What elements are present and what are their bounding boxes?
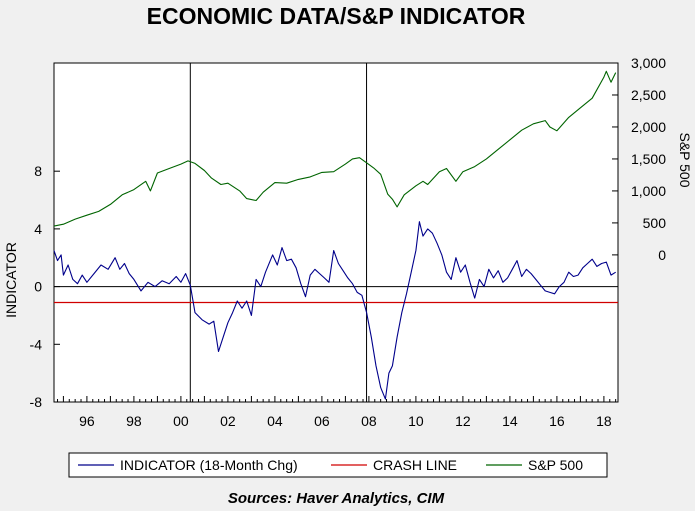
left-tick-label: -8 [30, 394, 43, 410]
right-tick-label: 2,000 [631, 119, 666, 135]
x-tick-label: 04 [267, 413, 283, 429]
x-tick-label: 14 [502, 413, 518, 429]
x-tick-label: 96 [79, 413, 95, 429]
reference-lines [54, 63, 618, 402]
right-tick-label: 2,500 [631, 87, 666, 103]
right-tick-label: 1,500 [631, 151, 666, 167]
right-tick-label: 3,000 [631, 55, 666, 71]
series-line-indicator [53, 221, 616, 400]
left-axis-label: INDICATOR [3, 242, 19, 318]
source-note: Sources: Haver Analytics, CIM [228, 490, 445, 507]
series-line-sp500 [53, 70, 617, 227]
legend: INDICATOR (18-Month Chg) CRASH LINE S&P 50… [68, 452, 608, 478]
left-axis-ticks: 8 4 0 -4 -8 [30, 163, 60, 410]
legend-label: INDICATOR (18-Month Chg) [120, 457, 298, 473]
plot-area [53, 62, 619, 403]
right-axis-ticks: 3,000 2,500 2,000 1,500 1,000 500 0 [612, 55, 666, 263]
x-tick-label: 18 [596, 413, 612, 429]
right-tick-label: 500 [643, 215, 667, 231]
x-tick-label: 12 [455, 413, 471, 429]
left-tick-label: -4 [30, 336, 43, 352]
x-tick-label: 00 [173, 413, 189, 429]
legend-label: CRASH LINE [373, 457, 457, 473]
left-tick-label: 0 [34, 279, 42, 295]
right-tick-label: 0 [658, 247, 666, 263]
left-tick-label: 4 [34, 221, 42, 237]
x-tick-label: 06 [314, 413, 330, 429]
right-tick-label: 1,000 [631, 183, 666, 199]
series-layer [53, 70, 617, 400]
x-tick-label: 08 [361, 413, 377, 429]
x-tick-label: 16 [549, 413, 565, 429]
x-axis-ticks: 96 98 00 02 04 06 08 10 12 14 16 18 [57, 396, 617, 429]
x-tick-label: 10 [408, 413, 424, 429]
left-tick-label: 8 [34, 163, 42, 179]
chart-title: ECONOMIC DATA/S&P INDICATOR [147, 3, 526, 29]
x-tick-label: 98 [126, 413, 142, 429]
legend-label: S&P 500 [528, 457, 583, 473]
x-tick-label: 02 [220, 413, 236, 429]
right-axis-label: S&P 500 [677, 132, 693, 187]
